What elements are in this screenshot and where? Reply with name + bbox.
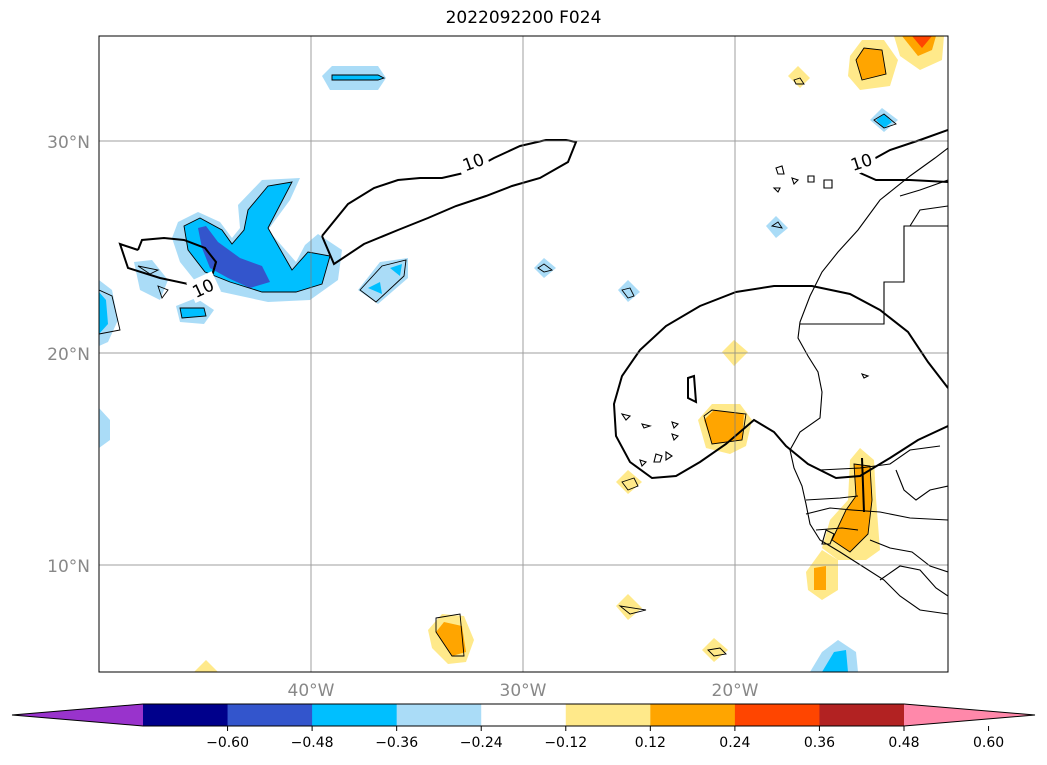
colorbar-segment xyxy=(819,704,905,726)
map-title: 2022092200 F024 xyxy=(445,8,602,28)
map-area: 10 10 10 xyxy=(99,36,948,672)
thin-contours xyxy=(99,47,897,657)
colorbar-segment xyxy=(312,704,398,726)
colorbar-segment xyxy=(227,704,313,726)
colorbar-extend-low xyxy=(12,704,143,726)
colorbar-tick-label: 0.48 xyxy=(888,735,919,751)
gridlines xyxy=(99,36,948,672)
colorbar-segment xyxy=(565,704,651,726)
contour-labels: 10 10 10 xyxy=(186,145,879,303)
colorbar-segment xyxy=(396,704,482,726)
lon-label-40w: 40°W xyxy=(288,681,335,701)
lat-label-20n: 20°N xyxy=(47,345,90,365)
lat-label-10n: 10°N xyxy=(47,557,90,577)
colorbar-outline xyxy=(11,703,1036,727)
colorbar-tick-label: −0.36 xyxy=(375,735,418,751)
colorbar-tick-label: 0.60 xyxy=(973,735,1004,751)
map-frame xyxy=(98,35,949,673)
colorbar-segment xyxy=(143,704,229,726)
lat-label-30n: 30°N xyxy=(47,133,90,153)
negative-anomaly-shading xyxy=(99,66,898,672)
colorbar-segment xyxy=(734,704,820,726)
colorbar-segment xyxy=(650,704,736,726)
colorbar-tick-label: 0.36 xyxy=(804,735,835,751)
colorbar-tick-label: 0.24 xyxy=(719,735,750,751)
lon-label-30w: 30°W xyxy=(500,681,547,701)
colorbar-tick-label: −0.24 xyxy=(460,735,503,751)
colorbar-segment xyxy=(481,704,567,726)
colorbar-tick-label: 0.12 xyxy=(635,735,666,751)
colorbar-tick-label: −0.60 xyxy=(206,735,249,751)
colorbar-extend-high xyxy=(904,704,1035,726)
lon-label-20w: 20°W xyxy=(712,681,759,701)
colorbar-tick-label: −0.12 xyxy=(544,735,587,751)
coastlines xyxy=(620,147,948,615)
colorbar: −0.60 −0.48 −0.36 −0.24 −0.12 0.12 0.24 0.36 0.4… xyxy=(11,703,1036,751)
colorbar-tick-label: −0.48 xyxy=(291,735,334,751)
